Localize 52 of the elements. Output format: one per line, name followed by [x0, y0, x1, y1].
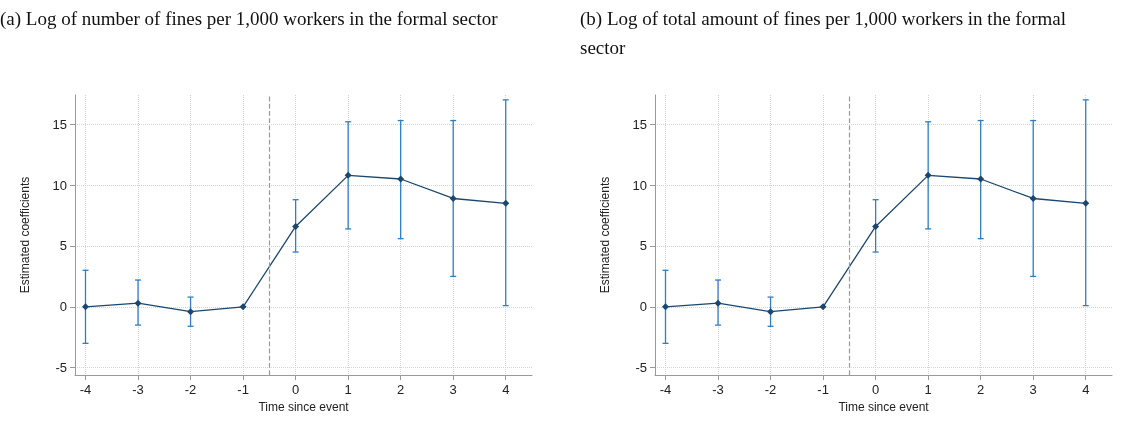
- y-tick-label: 10: [52, 177, 67, 193]
- x-axis-title: Time since event: [258, 400, 350, 414]
- point: [924, 171, 932, 179]
- x-tick-label: 2: [397, 382, 405, 397]
- x-tick-label: 3: [1029, 382, 1037, 397]
- point: [714, 299, 722, 307]
- point: [187, 308, 195, 316]
- x-tick-label: -3: [712, 382, 724, 397]
- x-tick-label: 3: [449, 382, 457, 397]
- x-tick-label: 1: [924, 382, 932, 397]
- y-tick-label: 0: [59, 299, 67, 315]
- y-tick-label: 0: [639, 299, 647, 315]
- point: [662, 303, 670, 311]
- x-tick-label: -2: [184, 382, 197, 397]
- x-tick-label: 4: [1082, 382, 1090, 397]
- y-tick-label: 5: [59, 238, 67, 254]
- x-tick-label: 0: [872, 382, 880, 397]
- x-tick-label: -1: [817, 382, 829, 397]
- x-tick-label: 0: [292, 382, 300, 397]
- y-axis-title: Estimated coefficients: [598, 176, 612, 294]
- point: [502, 199, 510, 207]
- point: [292, 222, 300, 230]
- y-tick-label: -5: [55, 360, 67, 376]
- y-tick-label: 10: [632, 177, 647, 193]
- y-tick-label: -5: [635, 360, 647, 376]
- x-tick-label: -3: [132, 382, 144, 397]
- point: [1082, 199, 1090, 207]
- x-tick-label: -2: [764, 382, 777, 397]
- y-tick-label: 15: [52, 116, 67, 132]
- x-axis-title: Time since event: [838, 400, 930, 414]
- point: [872, 222, 880, 230]
- point: [1029, 194, 1037, 202]
- point: [449, 194, 457, 202]
- x-tick-label: -4: [659, 382, 672, 397]
- point: [767, 308, 775, 316]
- y-axis-title: Estimated coefficients: [18, 176, 32, 294]
- point: [397, 175, 405, 183]
- x-tick-label: -1: [237, 382, 249, 397]
- x-tick-label: 4: [502, 382, 510, 397]
- point: [819, 303, 827, 311]
- chart-title: (b) Log of total amount of fines per 1,000 workers in the formal sector: [580, 7, 1067, 60]
- x-tick-label: -4: [79, 382, 92, 397]
- point: [239, 303, 247, 311]
- point: [134, 299, 142, 307]
- y-tick-label: 15: [632, 116, 647, 132]
- x-tick-label: 2: [977, 382, 985, 397]
- point: [344, 171, 352, 179]
- x-tick-label: 1: [344, 382, 352, 397]
- y-tick-label: 5: [639, 238, 647, 254]
- point: [82, 303, 90, 311]
- point: [977, 175, 985, 183]
- chart-title: (a) Log of number of fines per 1,000 workers in the formal sector: [0, 7, 499, 31]
